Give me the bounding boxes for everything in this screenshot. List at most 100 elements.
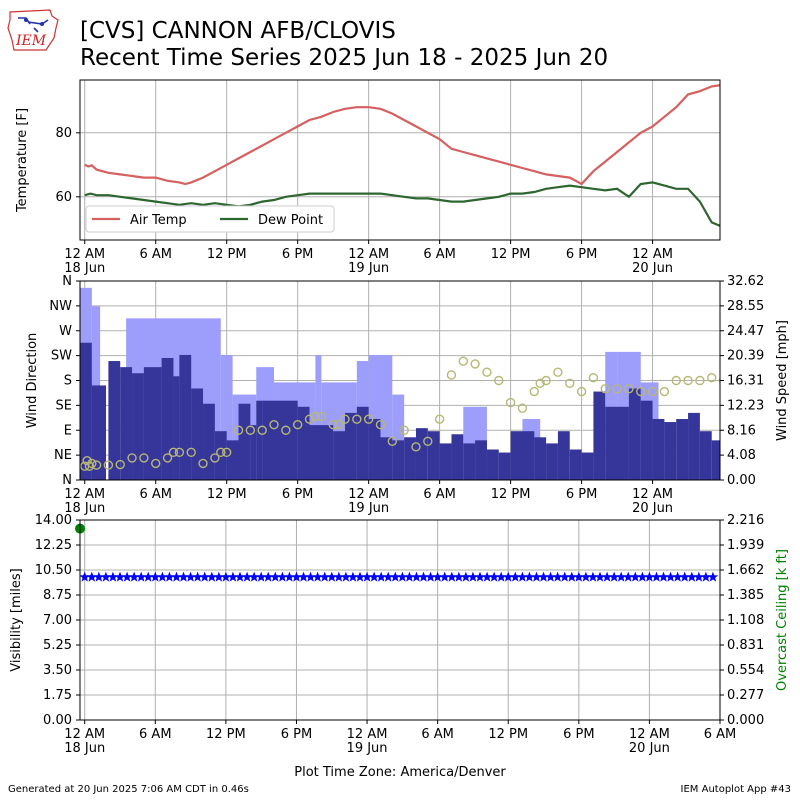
speed-bar [664,422,677,480]
direction-marker [375,420,386,430]
direction-marker [470,359,480,369]
visibility-marker [340,571,352,582]
speed-tick-label: 4.08 [727,448,756,463]
x-tick-label: 12 PM [488,727,528,742]
visibility-marker [566,571,577,582]
speed-tick-label: 20.39 [727,349,764,364]
x-tick-label: 6 PM [282,247,313,262]
visibility-marker [375,571,387,582]
visibility-marker [700,571,712,582]
direction-marker [168,447,179,458]
speed-bar [463,443,476,480]
speed-bar [91,385,107,480]
visibility-marker [255,571,267,582]
speed-bar [699,431,712,480]
speed-bar [475,440,487,480]
x-tick-label: 12 AM [348,247,389,262]
y-axis-label: Temperature [F] [15,108,30,213]
visibility-marker [383,571,394,582]
direction-marker [600,384,610,394]
visibility-marker [707,571,719,582]
visibility-marker [270,571,281,582]
x-tick-label: 12 AM [632,487,673,502]
direction-marker [494,375,504,386]
direction-marker [281,425,291,435]
visibility-marker [481,571,493,582]
visibility-marker [206,571,217,582]
x-tick-label: 12 AM [348,487,389,502]
visibility-marker [524,571,535,582]
direction-marker [636,386,646,397]
visibility-tick-label: 8.75 [43,588,72,603]
speed-tick-label: 0.00 [727,473,756,488]
direction-marker [233,425,244,435]
visibility-marker [86,571,97,582]
x-date-label: 18 Jun [64,501,105,516]
visibility-marker [390,571,401,582]
speed-bar [333,431,345,480]
x-tick-label: 12 AM [64,487,105,502]
direction-marker [647,386,658,397]
visibility-marker [354,571,366,582]
speed-bar [179,354,192,480]
visibility-marker [213,571,225,582]
visibility-marker [305,571,316,582]
direction-marker [174,447,185,458]
speed-bar [274,400,298,480]
ceiling-tick-label: 0.000 [727,713,764,728]
visibility-marker [121,571,133,582]
x-tick-label: 6 AM [704,727,737,742]
direction-marker [84,461,95,471]
ceiling-tick-label: 1.108 [727,613,764,628]
x-tick-label: 12 AM [64,727,105,742]
direction-marker [411,442,421,452]
x-tick-label: 6 PM [566,247,597,262]
gust-bar [392,394,405,480]
speed-bar [256,400,263,480]
x-tick-label: 6 AM [139,247,172,262]
x-tick-label: 6 AM [139,487,172,502]
visibility-marker [404,571,415,582]
axes-frame [79,519,721,721]
direction-marker [529,386,539,397]
visibility-marker [453,571,465,582]
speed-bar [640,400,653,480]
visibility-marker [93,571,105,582]
direction-marker [588,373,599,383]
direction-marker [423,436,433,447]
direction-marker [576,386,587,397]
speed-bar [593,391,606,480]
gust-bar [315,354,322,480]
gust-bar [220,354,233,480]
speed-bar [203,403,215,480]
visibility-marker [679,571,690,582]
visibility-marker [263,571,274,582]
direction-marker [565,378,575,388]
wind-series [80,287,720,480]
direction-marker [671,375,681,386]
visibility-marker [665,571,676,582]
direction-marker [210,453,220,463]
direction-tick-label: NE [54,448,72,463]
visibility-marker [157,571,168,582]
visibility-marker [107,571,119,582]
speed-bar [569,449,582,480]
y2-axis-label: Wind Speed [mph] [775,320,790,441]
speed-bar [711,440,720,480]
y-axis-label: Visibility [miles] [9,568,24,671]
speed-bar [380,437,393,480]
ceiling-tick-label: 1.385 [727,588,764,603]
speed-bar [427,431,440,480]
direction-marker [352,414,362,424]
speed-bar [404,437,416,480]
x-tick-label: 6 PM [566,487,597,502]
speed-bar [108,361,121,480]
visibility-marker [615,571,627,582]
direction-marker [292,420,303,430]
direction-marker [517,403,528,413]
visibility-marker [291,571,302,582]
x-date-label: 20 Jun [632,261,673,276]
y-tick-label: 80 [55,126,72,141]
visibility-marker [143,571,154,582]
air-temp-line [84,84,720,186]
